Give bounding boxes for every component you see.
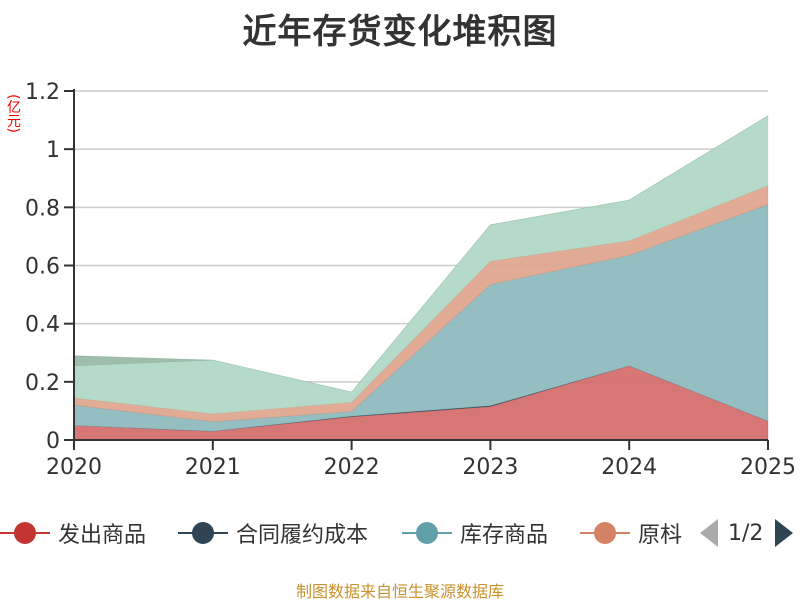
legend-page-indicator: 1/2 xyxy=(728,520,764,546)
legend-marker-icon xyxy=(178,515,228,551)
x-tick-label: 2024 xyxy=(601,455,657,480)
x-tick-label: 2023 xyxy=(462,455,518,480)
stacked-areas xyxy=(73,115,769,441)
legend-label: 发出商品 xyxy=(58,523,147,548)
area-series[interactable] xyxy=(73,115,769,415)
legend-pager: 1/2 xyxy=(700,515,794,551)
axes: 0 0.2 0.4 0.6 0.8 1 1.2 2020 2021 2022 2023 2024 202… xyxy=(25,80,796,480)
y-tick-label: 0 xyxy=(46,429,60,454)
triangle-right-icon[interactable] xyxy=(775,519,794,547)
legend-marker-icon xyxy=(580,515,630,551)
legend-marker-icon xyxy=(0,515,50,551)
area-series[interactable] xyxy=(73,185,769,422)
legend-item-hetong[interactable]: 合同履约成本 xyxy=(178,515,368,551)
x-tick-label: 2021 xyxy=(185,455,241,480)
area-series[interactable] xyxy=(73,115,769,393)
chart-title: 近年存货变化堆积图 xyxy=(242,12,558,52)
y-tick-label: 0.4 xyxy=(25,313,60,338)
legend-label: 库存商品 xyxy=(460,523,549,548)
x-tick-label: 2022 xyxy=(324,455,380,480)
stacked-area-chart: 0 0.2 0.4 0.6 0.8 1 1.2 2020 2021 2022 2023 2024 202… xyxy=(25,80,796,480)
legend-item-yuancailiao[interactable]: 原枓 xyxy=(580,515,684,551)
source-note: 制图数据来自恒生聚源数据库 xyxy=(295,582,504,601)
legend-item-fachu[interactable]: 发出商品 xyxy=(0,515,146,551)
triangle-left-icon[interactable] xyxy=(700,519,718,547)
x-tick-label: 2025 xyxy=(740,455,796,480)
legend-label: 原枓 xyxy=(638,523,683,548)
y-tick-label: 1 xyxy=(46,138,60,163)
legend: 发出商品 合同履约成本 库存商品 原枓 1/2 xyxy=(0,515,800,555)
y-tick-label: 0.8 xyxy=(25,196,60,221)
y-tick-label: 0.6 xyxy=(25,255,60,280)
legend-item-kucun[interactable]: 库存商品 xyxy=(402,515,548,551)
legend-label: 合同履约成本 xyxy=(236,523,369,548)
x-tick-label: 2020 xyxy=(46,455,102,480)
y-axis-unit-label: (亿元) xyxy=(5,94,21,133)
y-tick-label: 0.2 xyxy=(25,371,60,396)
y-tick-label: 1.2 xyxy=(25,80,60,105)
legend-marker-icon xyxy=(402,515,452,551)
